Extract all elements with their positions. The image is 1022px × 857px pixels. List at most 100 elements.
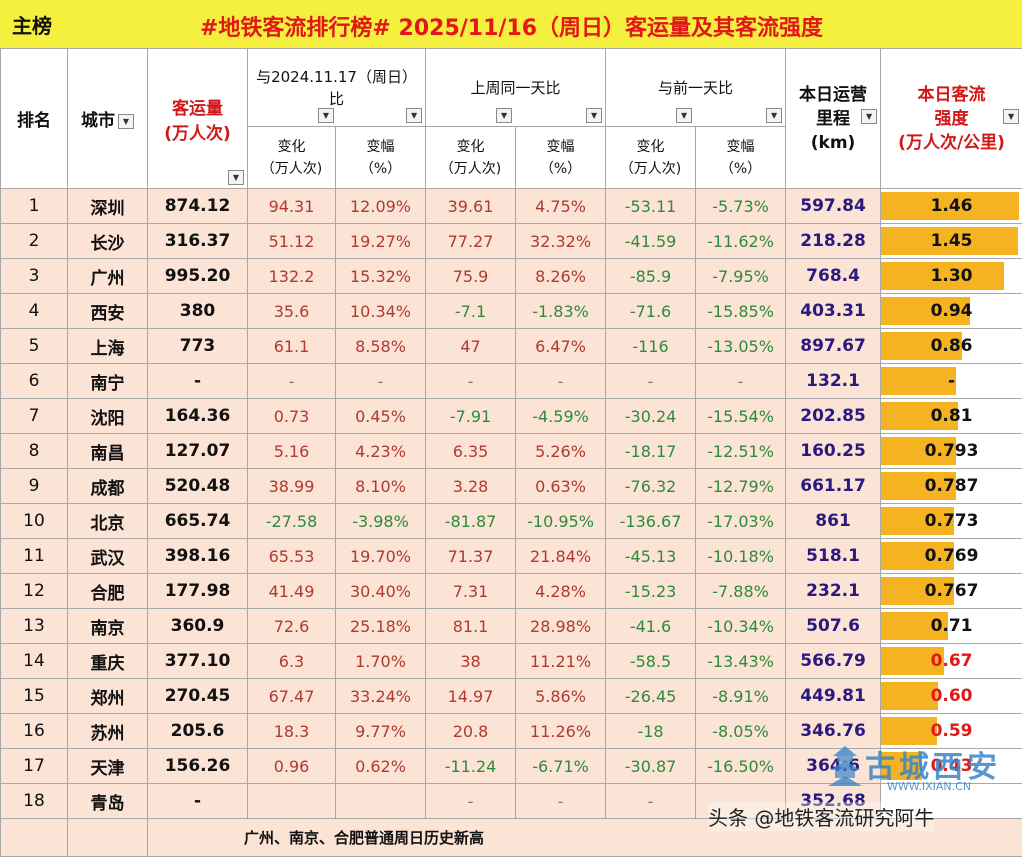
city-cell: 苏州 [68,714,148,749]
intensity-cell: 0.67 [881,644,1022,679]
group-dod-header: 与前一天比 ▼ ▼ [606,49,786,127]
wow-pct-cell: 28.98% [516,609,606,644]
intensity-cell: 0.767 [881,574,1022,609]
volume-cell: - [148,784,248,819]
yoy-pct-cell: 1.70% [336,644,426,679]
sub-yoy-change: 变化（万人次) [248,127,336,189]
col-intensity-header: 本日客流强度(万人次/公里) ▼ [881,49,1022,189]
dropdown-arrow-icon[interactable]: ▼ [586,108,602,123]
col-city-header: 城市▼ [68,49,148,189]
wow-change-cell: 81.1 [426,609,516,644]
sub-wow-change: 变化（万人次) [426,127,516,189]
city-cell: 南京 [68,609,148,644]
dropdown-arrow-icon[interactable]: ▼ [118,114,134,129]
intensity-value: 0.59 [931,721,973,741]
rank-cell: 1 [1,189,68,224]
dod-change-cell: -30.87 [606,749,696,784]
rank-cell: 3 [1,259,68,294]
dropdown-arrow-icon[interactable]: ▼ [766,108,782,123]
city-cell: 重庆 [68,644,148,679]
dropdown-arrow-icon[interactable]: ▼ [318,108,334,123]
city-cell: 成都 [68,469,148,504]
city-cell: 深圳 [68,189,148,224]
intensity-value: 0.767 [925,581,979,601]
dropdown-arrow-icon[interactable]: ▼ [1003,109,1019,124]
wow-change-cell: 6.35 [426,434,516,469]
intensity-value: - [948,371,955,391]
wow-pct-cell: - [516,364,606,399]
intensity-cell: 0.71 [881,609,1022,644]
dod-change-cell: -76.32 [606,469,696,504]
wow-pct-cell: 6.47% [516,329,606,364]
intensity-value: 0.793 [925,441,979,461]
city-cell: 北京 [68,504,148,539]
intensity-cell: 0.60 [881,679,1022,714]
wow-pct-cell: -10.95% [516,504,606,539]
wow-pct-cell: 11.26% [516,714,606,749]
volume-cell: 377.10 [148,644,248,679]
dropdown-arrow-icon[interactable]: ▼ [228,170,244,185]
dropdown-arrow-icon[interactable]: ▼ [496,108,512,123]
dod-pct-cell: -13.05% [696,329,786,364]
dropdown-arrow-icon[interactable]: ▼ [406,108,422,123]
intensity-cell: 1.30 [881,259,1022,294]
wow-change-cell: -81.87 [426,504,516,539]
dropdown-arrow-icon[interactable]: ▼ [861,109,877,124]
intensity-cell: 0.86 [881,329,1022,364]
wow-pct-cell: 5.26% [516,434,606,469]
volume-cell: 316.37 [148,224,248,259]
wow-change-cell: - [426,784,516,819]
mileage-cell: 403.31 [786,294,881,329]
wow-change-cell: 3.28 [426,469,516,504]
dod-change-cell: -116 [606,329,696,364]
volume-cell: 127.07 [148,434,248,469]
volume-cell: 398.16 [148,539,248,574]
rank-cell: 8 [1,434,68,469]
yoy-change-cell: 38.99 [248,469,336,504]
wow-pct-cell: 5.86% [516,679,606,714]
intensity-value: 0.71 [931,616,973,636]
pagoda-icon [827,744,863,788]
watermark-credit: 头条 @地铁客流研究阿牛 [708,802,934,831]
wow-pct-cell: 0.63% [516,469,606,504]
rank-cell: 10 [1,504,68,539]
wow-change-cell: 47 [426,329,516,364]
dod-change-cell: -136.67 [606,504,696,539]
sub-dod-pct: 变幅（%） [696,127,786,189]
dod-change-cell: -41.6 [606,609,696,644]
title-bar: 主榜 #地铁客流排行榜# 2025/11/16（周日）客运量及其客流强度 [0,0,1022,49]
mileage-cell: 897.67 [786,329,881,364]
intensity-bar [881,682,938,710]
yoy-change-cell: 61.1 [248,329,336,364]
mileage-cell: 160.25 [786,434,881,469]
wow-pct-cell: 8.26% [516,259,606,294]
city-cell: 沈阳 [68,399,148,434]
yoy-change-cell: 65.53 [248,539,336,574]
rank-cell: 13 [1,609,68,644]
yoy-pct-cell: 0.45% [336,399,426,434]
mileage-cell: 218.28 [786,224,881,259]
rank-cell: 15 [1,679,68,714]
wow-pct-cell: - [516,784,606,819]
dod-pct-cell: -15.85% [696,294,786,329]
dod-pct-cell: -7.88% [696,574,786,609]
rank-cell: 17 [1,749,68,784]
wow-pct-cell: 32.32% [516,224,606,259]
dod-pct-cell: -12.79% [696,469,786,504]
dropdown-arrow-icon[interactable]: ▼ [676,108,692,123]
wow-change-cell: 71.37 [426,539,516,574]
city-cell: 天津 [68,749,148,784]
intensity-cell: 0.81 [881,399,1022,434]
intensity-bar [881,367,956,395]
yoy-change-cell: 6.3 [248,644,336,679]
city-cell: 南昌 [68,434,148,469]
